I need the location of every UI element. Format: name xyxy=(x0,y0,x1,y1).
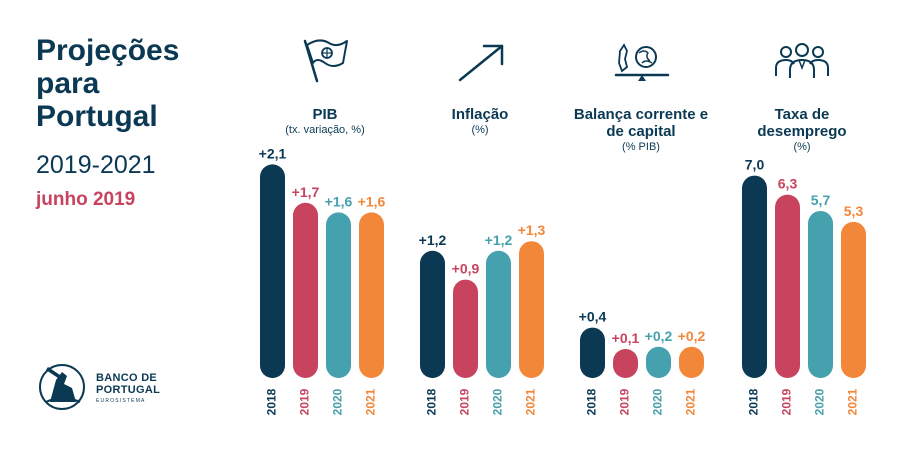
year-label-balanca-2020: 2020 xyxy=(651,388,665,415)
data-label-inflacao-2018: +1,2 xyxy=(419,232,447,248)
year-label-desemprego-2018: 2018 xyxy=(747,388,761,415)
bar-balanca-2018 xyxy=(580,327,605,378)
bank-logo: BANCO DE PORTUGAL EUROSISTEMA xyxy=(36,358,206,418)
year-label-pib-2021: 2021 xyxy=(364,388,378,415)
bar-balanca-2020 xyxy=(646,346,671,378)
panel-title-balanca: Balança corrente e de capital (% PIB) xyxy=(566,106,716,154)
bar-balanca-2019 xyxy=(613,349,638,378)
data-label-inflacao-2019: +0,9 xyxy=(452,261,480,277)
logo-line-1: BANCO DE xyxy=(96,372,158,384)
balance-scale-icon xyxy=(612,35,672,85)
bar-pib-2019 xyxy=(293,202,318,378)
data-label-pib-2019: +1,7 xyxy=(292,184,320,200)
data-label-inflacao-2020: +1,2 xyxy=(485,232,513,248)
panel-title-text: Taxa de desemprego xyxy=(757,106,847,140)
panel-subtitle: (%) xyxy=(793,141,811,153)
year-label-balanca-2021: 2021 xyxy=(684,388,698,415)
panel-subtitle: (% PIB) xyxy=(622,141,660,153)
panel-title-pib: PIB (tx. variação, %) xyxy=(250,106,400,137)
title-line-1: Projeções xyxy=(36,34,180,67)
year-label-inflacao-2018: 2018 xyxy=(425,388,439,415)
bar-pib-2018 xyxy=(260,164,285,378)
bar-balanca-2021 xyxy=(679,346,704,378)
data-label-balanca-2018: +0,4 xyxy=(579,309,607,325)
bar-desemprego-2018 xyxy=(742,175,767,378)
year-label-inflacao-2020: 2020 xyxy=(491,388,505,415)
year-label-balanca-2019: 2019 xyxy=(618,388,632,415)
data-label-inflacao-2021: +1,3 xyxy=(518,222,546,238)
title-line-3: Portugal xyxy=(36,100,158,133)
year-label-balanca-2018: 2018 xyxy=(585,388,599,415)
bar-inflacao-2019 xyxy=(453,279,478,378)
bank-emblem-icon xyxy=(39,364,85,410)
bar-desemprego-2021 xyxy=(841,221,866,378)
data-label-pib-2020: +1,6 xyxy=(325,193,353,209)
data-label-balanca-2020: +0,2 xyxy=(645,328,673,344)
data-label-desemprego-2019: 6,3 xyxy=(778,176,798,192)
data-label-balanca-2021: +0,2 xyxy=(678,328,706,344)
panel-title-text: Inflação xyxy=(451,106,509,123)
logo-line-2: PORTUGAL xyxy=(96,384,161,396)
bar-inflacao-2020 xyxy=(486,250,511,378)
year-label-pib-2018: 2018 xyxy=(265,388,279,415)
people-group-icon xyxy=(772,38,832,88)
trend-arrow-icon xyxy=(454,38,514,88)
data-label-pib-2018: +2,1 xyxy=(259,145,287,161)
bar-desemprego-2020 xyxy=(808,210,833,378)
data-label-desemprego-2018: 7,0 xyxy=(745,157,765,173)
data-label-desemprego-2020: 5,7 xyxy=(811,192,831,208)
logo-line-3: EUROSISTEMA xyxy=(96,398,146,404)
bar-desemprego-2019 xyxy=(775,194,800,378)
flag-icon xyxy=(297,35,357,85)
bar-pib-2020 xyxy=(326,212,351,378)
bar-pib-2021 xyxy=(359,212,384,378)
data-label-balanca-2019: +0,1 xyxy=(612,330,640,346)
year-label-desemprego-2020: 2020 xyxy=(813,388,827,415)
year-label-inflacao-2021: 2021 xyxy=(524,388,538,415)
data-label-pib-2021: +1,6 xyxy=(358,193,386,209)
year-label-pib-2019: 2019 xyxy=(298,388,312,415)
year-label-inflacao-2019: 2019 xyxy=(458,388,472,415)
year-label-desemprego-2019: 2019 xyxy=(780,388,794,415)
panel-title-text: Balança corrente e de capital xyxy=(573,106,709,140)
panel-title-inflacao: Inflação (%) xyxy=(405,106,555,137)
panel-subtitle: (%) xyxy=(471,124,489,136)
panel-title-desemprego: Taxa de desemprego (%) xyxy=(732,106,872,154)
year-label-desemprego-2021: 2021 xyxy=(846,388,860,415)
panel-subtitle: (tx. variação, %) xyxy=(285,124,365,136)
bar-inflacao-2018 xyxy=(420,250,445,378)
page-title: Projeções para Portugal xyxy=(36,34,179,133)
data-label-desemprego-2021: 5,3 xyxy=(844,203,864,219)
panel-title-text: PIB xyxy=(312,106,338,123)
bar-inflacao-2021 xyxy=(519,241,544,378)
projection-years: 2019-2021 xyxy=(36,151,156,179)
publication-date: junho 2019 xyxy=(36,189,136,210)
title-line-2: para xyxy=(36,67,100,100)
year-label-pib-2020: 2020 xyxy=(331,388,345,415)
